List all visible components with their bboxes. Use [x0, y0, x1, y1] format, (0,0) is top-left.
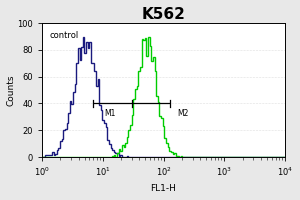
Text: M2: M2 — [177, 109, 189, 118]
X-axis label: FL1-H: FL1-H — [151, 184, 176, 193]
Text: control: control — [49, 31, 78, 40]
Title: K562: K562 — [142, 7, 185, 22]
Y-axis label: Counts: Counts — [7, 74, 16, 106]
Text: M1: M1 — [104, 109, 116, 118]
